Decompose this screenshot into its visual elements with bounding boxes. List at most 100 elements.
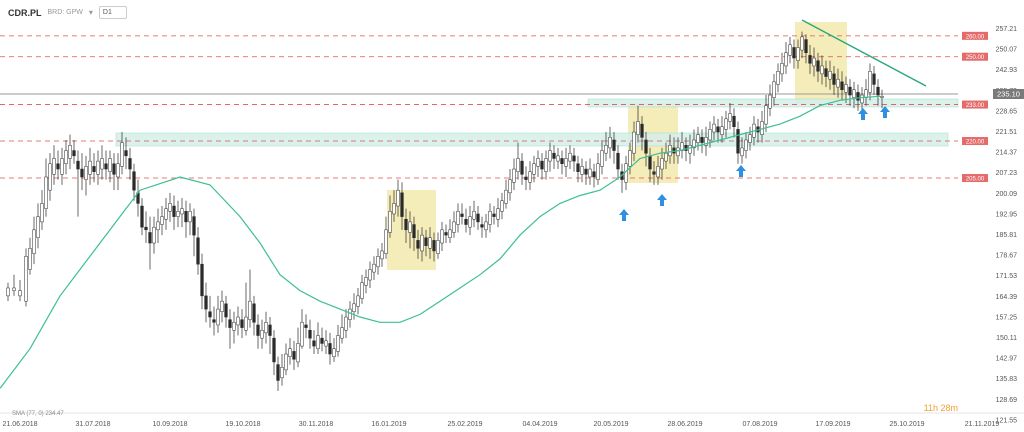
candle-body <box>848 86 852 96</box>
candle-body <box>468 216 472 228</box>
candle-body <box>612 139 616 151</box>
candle-body <box>360 282 364 299</box>
zone-teal-2 <box>587 98 959 108</box>
candle-body <box>384 229 388 254</box>
candle-body <box>460 213 464 217</box>
candle-body <box>628 150 632 167</box>
candle-body <box>568 152 572 162</box>
candle-body <box>404 218 408 231</box>
candle-body <box>220 300 224 312</box>
candle-body <box>616 152 620 170</box>
candle-body <box>660 158 664 170</box>
candle-body <box>6 287 10 297</box>
candle-body <box>424 237 428 246</box>
candle-body <box>64 150 68 165</box>
candle-body <box>192 216 196 236</box>
candle-body <box>504 189 508 204</box>
candle-body <box>144 226 148 231</box>
candle-body <box>832 73 836 85</box>
chevron-down-icon[interactable]: ▾ <box>88 8 93 17</box>
candle-body <box>608 137 612 149</box>
candle-body <box>464 218 468 225</box>
candle-body <box>696 134 700 143</box>
candle-body <box>536 158 540 167</box>
candle-body <box>784 52 788 67</box>
candle-body <box>124 150 128 157</box>
candle-body <box>320 337 324 344</box>
candle-body <box>96 160 100 175</box>
candle-body <box>240 319 244 328</box>
candle-body <box>176 211 180 217</box>
candle-body <box>296 343 300 363</box>
candle-body <box>684 145 688 151</box>
candle-body <box>188 211 192 223</box>
arrow-up-icon <box>880 106 890 118</box>
candle-body <box>860 94 864 104</box>
candle-body <box>776 71 780 85</box>
candle-body <box>792 47 796 59</box>
candle-body <box>852 89 856 98</box>
candle-body <box>12 287 16 291</box>
candle-body <box>880 96 884 98</box>
candle-body <box>552 152 556 159</box>
candle-body <box>540 160 544 170</box>
candle-body <box>432 240 436 252</box>
candle-body <box>564 158 568 167</box>
candle-body <box>18 290 22 297</box>
candle-body <box>412 224 416 238</box>
candle-body <box>588 168 592 178</box>
candle-body <box>216 308 220 326</box>
candle-body <box>868 71 872 93</box>
timeframe-select[interactable]: D1 <box>98 6 127 19</box>
candle-body <box>524 176 528 180</box>
candle-body <box>168 203 172 212</box>
candle-body <box>120 142 124 167</box>
candle-body <box>824 68 828 77</box>
candle-body <box>200 263 204 297</box>
candle-body <box>720 126 724 135</box>
y-tick-label: 207.23 <box>996 170 1018 177</box>
trend-line[interactable] <box>801 19 927 87</box>
candle-body <box>736 129 740 154</box>
candle-body <box>348 308 352 320</box>
candle-body <box>712 123 716 133</box>
candle-body <box>84 166 88 180</box>
y-tick-label: 192.95 <box>996 211 1018 218</box>
candle-body <box>276 364 280 381</box>
candle-body <box>204 295 208 310</box>
candle-body <box>56 163 60 170</box>
candle-body <box>260 329 264 339</box>
x-tick-label: 16.01.2019 <box>371 421 406 428</box>
candle-body <box>840 81 844 91</box>
candle-body <box>224 303 228 318</box>
level-tag <box>962 174 988 183</box>
x-tick-label: 04.04.2019 <box>522 421 557 428</box>
candle-body <box>364 277 368 286</box>
candle-body <box>488 211 492 225</box>
level-tag <box>962 137 988 146</box>
candle-body <box>116 163 120 178</box>
candle-body <box>744 139 748 151</box>
candle-body <box>856 92 860 101</box>
candle-body <box>60 158 64 175</box>
candle-body <box>500 200 504 212</box>
arrow-up-icon <box>619 209 629 221</box>
y-tick-label: 250.07 <box>996 47 1018 54</box>
candle-body <box>36 216 40 238</box>
x-tick-label: 19.10.2018 <box>225 421 260 428</box>
candle-body <box>724 118 728 130</box>
candle-body <box>40 203 44 223</box>
symbol-label: CDR.PL <box>8 7 42 18</box>
candle-body <box>592 171 596 178</box>
candle-body <box>664 152 668 162</box>
candle-body <box>532 163 536 175</box>
current-price-label: 235.10 <box>997 90 1020 99</box>
candle-body <box>708 129 712 141</box>
candle-body <box>344 316 348 331</box>
candle-body <box>672 147 676 154</box>
candle-body <box>632 131 636 154</box>
candle-body <box>544 158 548 172</box>
candle-body <box>244 316 248 331</box>
level-tag <box>962 52 988 61</box>
